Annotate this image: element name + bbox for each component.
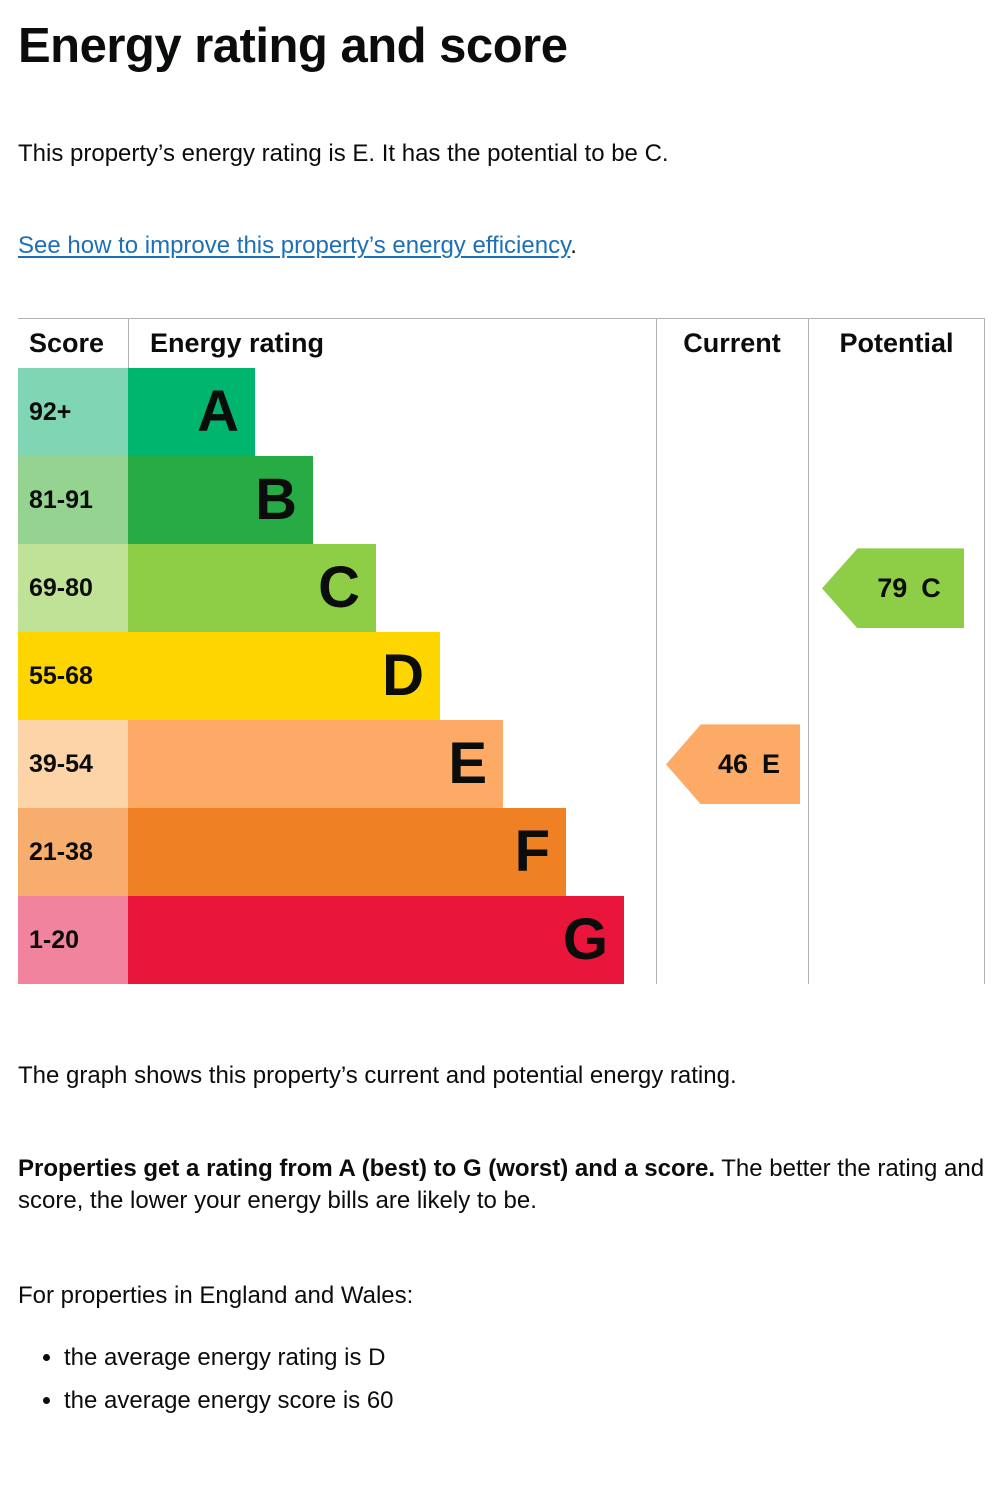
column-divider-current	[656, 319, 657, 985]
band-score-range: 55-68	[18, 632, 128, 721]
band-score-range: 39-54	[18, 720, 128, 809]
band-row-a: 92+ A	[18, 368, 985, 457]
band-letter: G	[562, 907, 608, 973]
band-score-range: 21-38	[18, 808, 128, 897]
ratings-explainer: Properties get a rating from A (best) to…	[18, 1153, 985, 1218]
header-score: Score	[29, 328, 105, 359]
list-item-average-rating: the average energy rating is D	[64, 1342, 985, 1374]
band-score-range: 92+	[18, 368, 128, 457]
band-row-g: 1-20 G	[18, 896, 985, 985]
band-score-range: 1-20	[18, 896, 128, 985]
improve-efficiency-link[interactable]: See how to improve this property’s energ…	[18, 232, 571, 260]
intro-text: This property’s energy rating is E. It h…	[18, 140, 669, 167]
list-item-average-score: the average energy score is 60	[64, 1385, 985, 1417]
ratings-explainer-rest: The better the rating and score, the low…	[18, 1154, 985, 1215]
band-bar-c: C	[128, 544, 376, 633]
band-letter: F	[514, 819, 550, 885]
current-rating-letter: E	[762, 748, 781, 779]
current-score: 46	[717, 748, 749, 779]
band-bar-e: E	[128, 720, 503, 809]
improve-link-line: See how to improve this property’s energ…	[18, 232, 985, 260]
band-letter: D	[382, 643, 424, 709]
chart-header-row: Score Energy rating Current Potential	[18, 319, 985, 368]
header-energy-rating: Energy rating	[150, 328, 325, 359]
band-letter: E	[448, 731, 487, 797]
header-current: Current	[683, 328, 781, 359]
band-bar-a: A	[128, 368, 255, 457]
band-letter: C	[318, 555, 360, 621]
band-row-c: 69-80 C	[18, 544, 985, 633]
band-row-e: 39-54 E	[18, 720, 985, 809]
band-row-d: 55-68 D	[18, 632, 985, 721]
column-divider-score	[128, 319, 129, 369]
header-potential: Potential	[839, 328, 954, 359]
band-score-range: 81-91	[18, 456, 128, 545]
graph-caption: The graph shows this property’s current …	[18, 1062, 737, 1090]
band-bar-g: G	[128, 896, 624, 985]
band-score-range: 69-80	[18, 544, 128, 633]
region-heading: For properties in England and Wales:	[18, 1281, 414, 1309]
band-bar-f: F	[128, 808, 566, 897]
band-row-f: 21-38 F	[18, 808, 985, 897]
ratings-explainer-bold: Properties get a rating from A (best) to…	[18, 1154, 715, 1182]
band-row-b: 81-91 B	[18, 456, 985, 545]
epc-rating-chart: Score Energy rating Current Potential 92…	[18, 318, 985, 985]
averages-list: the average energy rating is D the avera…	[18, 1342, 985, 1418]
potential-rating-pointer: 79 C	[822, 548, 964, 629]
potential-score: 79	[877, 572, 908, 603]
band-bar-d: D	[128, 632, 440, 721]
band-bar-b: B	[128, 456, 313, 545]
band-letter: B	[255, 467, 297, 533]
column-divider-potential	[808, 319, 809, 985]
link-suffix: .	[570, 232, 577, 260]
band-letter: A	[197, 379, 239, 445]
potential-rating-letter: C	[921, 572, 941, 603]
page-title: Energy rating and score	[18, 19, 568, 73]
chart-right-border	[984, 319, 985, 985]
